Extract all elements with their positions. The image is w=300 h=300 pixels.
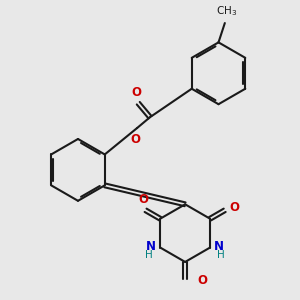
Text: H: H	[218, 250, 225, 260]
Text: N: N	[146, 240, 156, 253]
Text: O: O	[139, 193, 149, 206]
Text: H: H	[145, 250, 153, 260]
Text: O: O	[197, 274, 207, 287]
Text: O: O	[131, 86, 142, 99]
Text: O: O	[229, 201, 239, 214]
Text: N: N	[214, 240, 224, 253]
Text: CH$_3$: CH$_3$	[216, 5, 237, 19]
Text: O: O	[130, 133, 140, 146]
